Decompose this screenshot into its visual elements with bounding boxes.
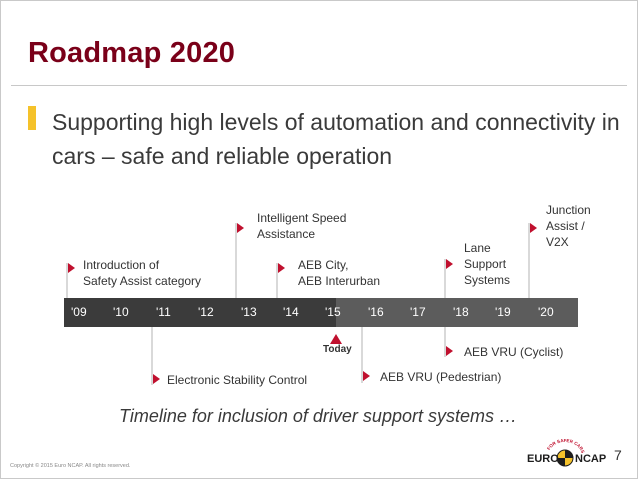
year-tick: '18 <box>453 305 469 319</box>
timeline-caption: Timeline for inclusion of driver support… <box>119 406 517 426</box>
marker-aeb-city <box>276 263 278 298</box>
timeline-future-segment <box>336 298 578 327</box>
today-label: Today <box>323 344 352 355</box>
marker-esc <box>151 327 153 385</box>
year-tick: '13 <box>241 305 257 319</box>
year-tick: '12 <box>198 305 214 319</box>
year-tick: '16 <box>368 305 384 319</box>
marker-safety-assist <box>66 263 68 298</box>
marker-aeb-pedestrian <box>361 327 363 383</box>
logo-text-ncap: NCAP <box>575 453 607 465</box>
flag-icon <box>363 371 370 381</box>
marker-intelligent-speed <box>235 223 237 298</box>
year-tick: '14 <box>283 305 299 319</box>
event-safety-assist: Introduction of Safety Assist category <box>83 258 202 288</box>
year-tick: '20 <box>538 305 554 319</box>
event-lane-support: Lane Support Systems <box>464 241 511 287</box>
year-tick: '15 <box>325 305 341 319</box>
event-intelligent-speed: Intelligent Speed Assistance <box>257 211 347 241</box>
marker-junction-assist <box>528 223 530 298</box>
flag-icon <box>153 374 160 384</box>
year-tick: '09 <box>71 305 87 319</box>
timeline-past-segment <box>64 298 336 327</box>
year-tick: '10 <box>113 305 129 319</box>
flag-icon <box>68 263 75 273</box>
euro-ncap-logo: FOR SAFER CARS EURO NCAP <box>524 438 606 468</box>
flag-icon <box>278 263 285 273</box>
flag-icon <box>530 223 537 233</box>
event-aeb-pedestrian: AEB VRU (Pedestrian) <box>380 370 502 384</box>
event-aeb-city: AEB City, AEB Interurban <box>298 258 381 288</box>
today-marker-icon <box>330 334 342 344</box>
slide-title: Roadmap 2020 <box>28 37 236 69</box>
year-tick: '11 <box>156 305 171 319</box>
event-esc: Electronic Stability Control <box>167 373 308 387</box>
logo-text-euro: EURO <box>527 453 559 465</box>
event-junction-assist: Junction Assist / V2X <box>546 203 591 249</box>
flag-icon <box>446 346 453 356</box>
flag-icon <box>446 259 453 269</box>
timeline-bar: '09 '10 '11 '12 '13 '14 '15 '16 '17 '18 … <box>64 298 578 327</box>
bullet-marker <box>28 106 36 130</box>
marker-aeb-cyclist <box>444 327 446 357</box>
slide-subtitle: Supporting high levels of automation and… <box>52 109 620 169</box>
flag-icon <box>237 223 244 233</box>
page-number: 7 <box>614 447 622 463</box>
event-aeb-cyclist: AEB VRU (Cyclist) <box>464 345 564 359</box>
euro-ncap-logo-mark: FOR SAFER CARS <box>546 438 586 467</box>
copyright-notice: Copyright © 2015 Euro NCAP. All rights r… <box>10 463 131 469</box>
year-tick: '17 <box>410 305 426 319</box>
year-tick: '19 <box>495 305 511 319</box>
marker-lane-support <box>444 259 446 298</box>
title-divider <box>11 85 627 86</box>
